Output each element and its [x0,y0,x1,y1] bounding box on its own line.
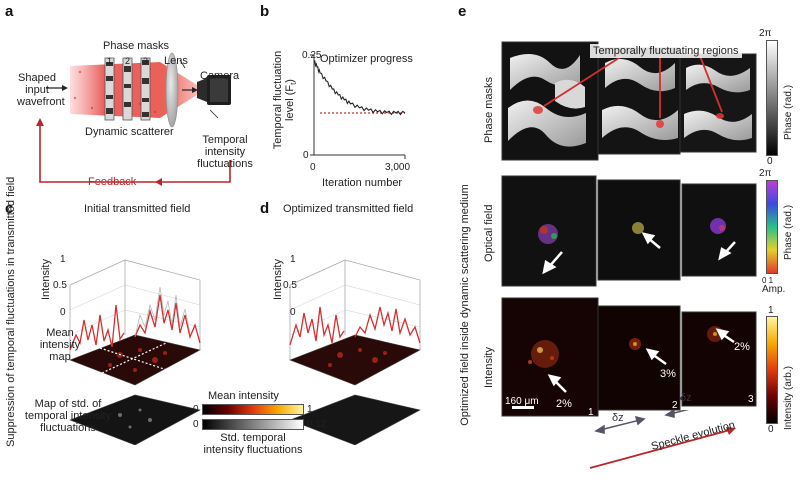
x-axis-label: Iteration number [322,177,403,189]
panel-c-tick-05: 0.5 [53,280,67,291]
std-colorbar-title: Std. temporal intensity fluctuations [203,432,303,456]
lens-shape [165,52,179,128]
intensity-trace-front [69,304,125,351]
phase-cb-bottom: 0 [767,156,773,167]
temporal-fluctuations-label: Temporal intensity fluctuations [197,134,253,170]
dz-label-2: δz [680,392,692,404]
ytick-bottom: 0 [303,150,309,161]
row-label-intensity: Intensity [483,347,495,388]
panel-c-tick-1: 1 [60,254,66,265]
mean-intensity-map-label: Mean intensity map [39,327,81,363]
phase-mask-images [501,41,757,161]
amp-label: Amp. [762,284,786,295]
initial-field-3d-plot [69,259,201,445]
left-axis-title: Suppression of temporal fluctuations in … [5,176,17,447]
field-cb-label: Phase (rad.) [783,204,794,260]
setup-diagram [36,52,231,186]
plane-num-1: 1 [588,407,594,418]
dz-label-1: δz [612,412,624,424]
plane-num-2: 2 [672,400,678,411]
panel-e-side-title: Optimized field inside dynamic scatterin… [459,184,471,426]
scale-label: 160 μm [505,396,539,407]
phase-mask-2 [597,47,681,155]
mask-number-1: 1 [107,56,113,66]
intensity-images [501,297,757,417]
panel-c-tick-0: 0 [60,307,66,318]
y-axis-label: Temporal fluctuation level (Ft) [272,50,299,150]
std-colorbar-min: 0 [193,419,199,430]
std-colorbar-max: 0.12 [307,419,327,430]
panel-d-tick-05: 0.5 [283,280,297,291]
mean-colorbar-min: 0 [193,404,199,415]
camera-shape [197,75,231,105]
std-fluctuation-map [69,394,201,445]
input-wavefront-label: Shaped input wavefront [17,72,65,108]
field-cb-top: 2π [759,168,772,179]
optimizer-chart [310,54,406,159]
mean-colorbar [202,404,304,415]
temporally-fluctuating-label: Temporally fluctuating regions [590,44,742,58]
intensity-plane-2 [597,305,681,411]
feedback-label: Feedback [88,176,137,188]
row-label-optical-field: Optical field [483,204,495,262]
std-map-label: Map of std. of temporal intensity fluctuat… [24,398,112,434]
legend-label: Optimizer progress [320,53,413,65]
camera-label: Camera [200,70,240,82]
ytick-top: 0.25 [302,50,322,61]
phase-cb-top: 2π [759,28,772,39]
pct-plane-2: 3% [660,368,676,380]
std-colorbar [202,419,304,430]
intensity-colorbar [766,316,778,424]
series-line-0 [313,60,406,116]
xtick-left: 0 [310,162,316,173]
panel-label-b: b [260,3,270,20]
intensity-plane-3 [681,311,757,407]
panel-label-c: c [5,200,14,217]
panel-d-title: Optimized transmitted field [283,203,414,215]
optimized-mean-map [289,334,421,386]
phase-mask-1 [501,41,599,161]
chart-axes [310,54,406,159]
optimized-trace-front [289,306,345,346]
int-cb-top: 1 [768,305,774,316]
mean-colorbar-title: Mean intensity [208,390,279,402]
phase-cb-label: Phase (rad.) [783,84,794,140]
panel-d-tick-0: 0 [290,307,296,318]
field-phase-colorbar [766,180,778,274]
lens-label: Lens [164,55,188,67]
mask-number-3: 3 [143,56,149,66]
scale-bar [512,406,534,409]
optimized-std-map [289,394,421,445]
feedback-path [39,124,231,183]
plane-num-3: 3 [748,394,754,405]
mean-colorbar-max: 1 [307,404,313,415]
int-cb-bottom: 0 [768,424,774,435]
intensity-trace-side [134,294,201,344]
speckle-evolution-arrows [589,410,736,469]
amp-ticks: 0 1 [762,276,774,285]
optical-field-images [501,175,757,287]
phase-colorbar [766,40,778,156]
pct-plane-3: 2% [734,341,750,353]
panel-label-d: d [260,200,270,217]
panel-label-a: a [5,3,14,20]
dynamic-scatterer-label: Dynamic scatterer [85,126,174,138]
row-label-phase-masks: Phase masks [483,76,495,143]
int-cb-label: Intensity (arb.) [783,366,794,430]
panel-label-e: e [458,3,467,20]
panel-c-intensity-axis: Intensity [40,259,52,300]
panel-c-title: Initial transmitted field [84,203,191,215]
optimized-trace-side [354,306,421,344]
optimized-field-3d-plot [289,259,421,445]
panel-d-tick-1: 1 [290,254,296,265]
xtick-right: 3,000 [385,162,411,173]
phase-masks-label: Phase masks [103,40,170,52]
pct-plane-1: 2% [556,398,572,410]
phase-mask-plates [104,57,151,121]
intensity-plane-1 [501,297,599,417]
mask-number-2: 2 [125,56,131,66]
